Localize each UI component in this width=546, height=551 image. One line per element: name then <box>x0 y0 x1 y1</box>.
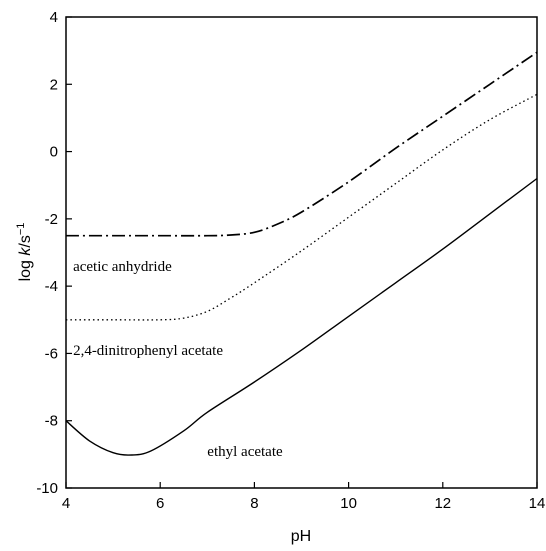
series-line-ethyl-acetate <box>65 177 538 456</box>
x-tick-label: 4 <box>62 495 70 512</box>
x-tick-label: 10 <box>340 495 357 512</box>
y-tick-label: -10 <box>36 480 58 497</box>
y-axis-title-italic: k <box>17 247 34 256</box>
y-tick-label: 0 <box>50 144 58 161</box>
x-tick-label: 14 <box>529 495 546 512</box>
y-tick-label: -6 <box>45 345 58 362</box>
y-axis-title-sup: −1 <box>15 223 27 236</box>
series-annotation: acetic anhydride <box>73 259 172 275</box>
annotation-layer: acetic anhydride 2,4-dinitrophenyl acetat… <box>73 259 283 460</box>
y-tick-label: 2 <box>50 76 58 93</box>
y-tick-label: 4 <box>50 9 58 26</box>
series-layer <box>65 51 538 456</box>
y-tick-label: -2 <box>45 211 58 228</box>
x-tick-label: 6 <box>156 495 164 512</box>
series-annotation: ethyl acetate <box>207 444 283 460</box>
series-line-acetic-anhydride <box>65 51 538 237</box>
y-axis-title-prefix: log <box>17 256 34 282</box>
series-line-2-4-dinitrophenyl-acetate <box>66 93 538 321</box>
x-tick-label: 8 <box>250 495 258 512</box>
y-tick-label: -4 <box>45 278 58 295</box>
y-axis-ticks: 4 2 0 -2 -4 -6 -8 -10 <box>36 9 72 497</box>
y-tick-label: -8 <box>45 413 58 430</box>
x-axis-ticks: 4 6 8 10 12 14 <box>62 482 546 512</box>
series-annotation: 2,4-dinitrophenyl acetate <box>73 343 223 359</box>
y-axis-title-suffix: /s <box>17 235 34 247</box>
y-axis-title: log k/s−1 <box>15 223 34 282</box>
x-tick-label: 12 <box>434 495 451 512</box>
plot-frame <box>65 16 538 489</box>
x-axis-title: pH <box>291 528 311 545</box>
